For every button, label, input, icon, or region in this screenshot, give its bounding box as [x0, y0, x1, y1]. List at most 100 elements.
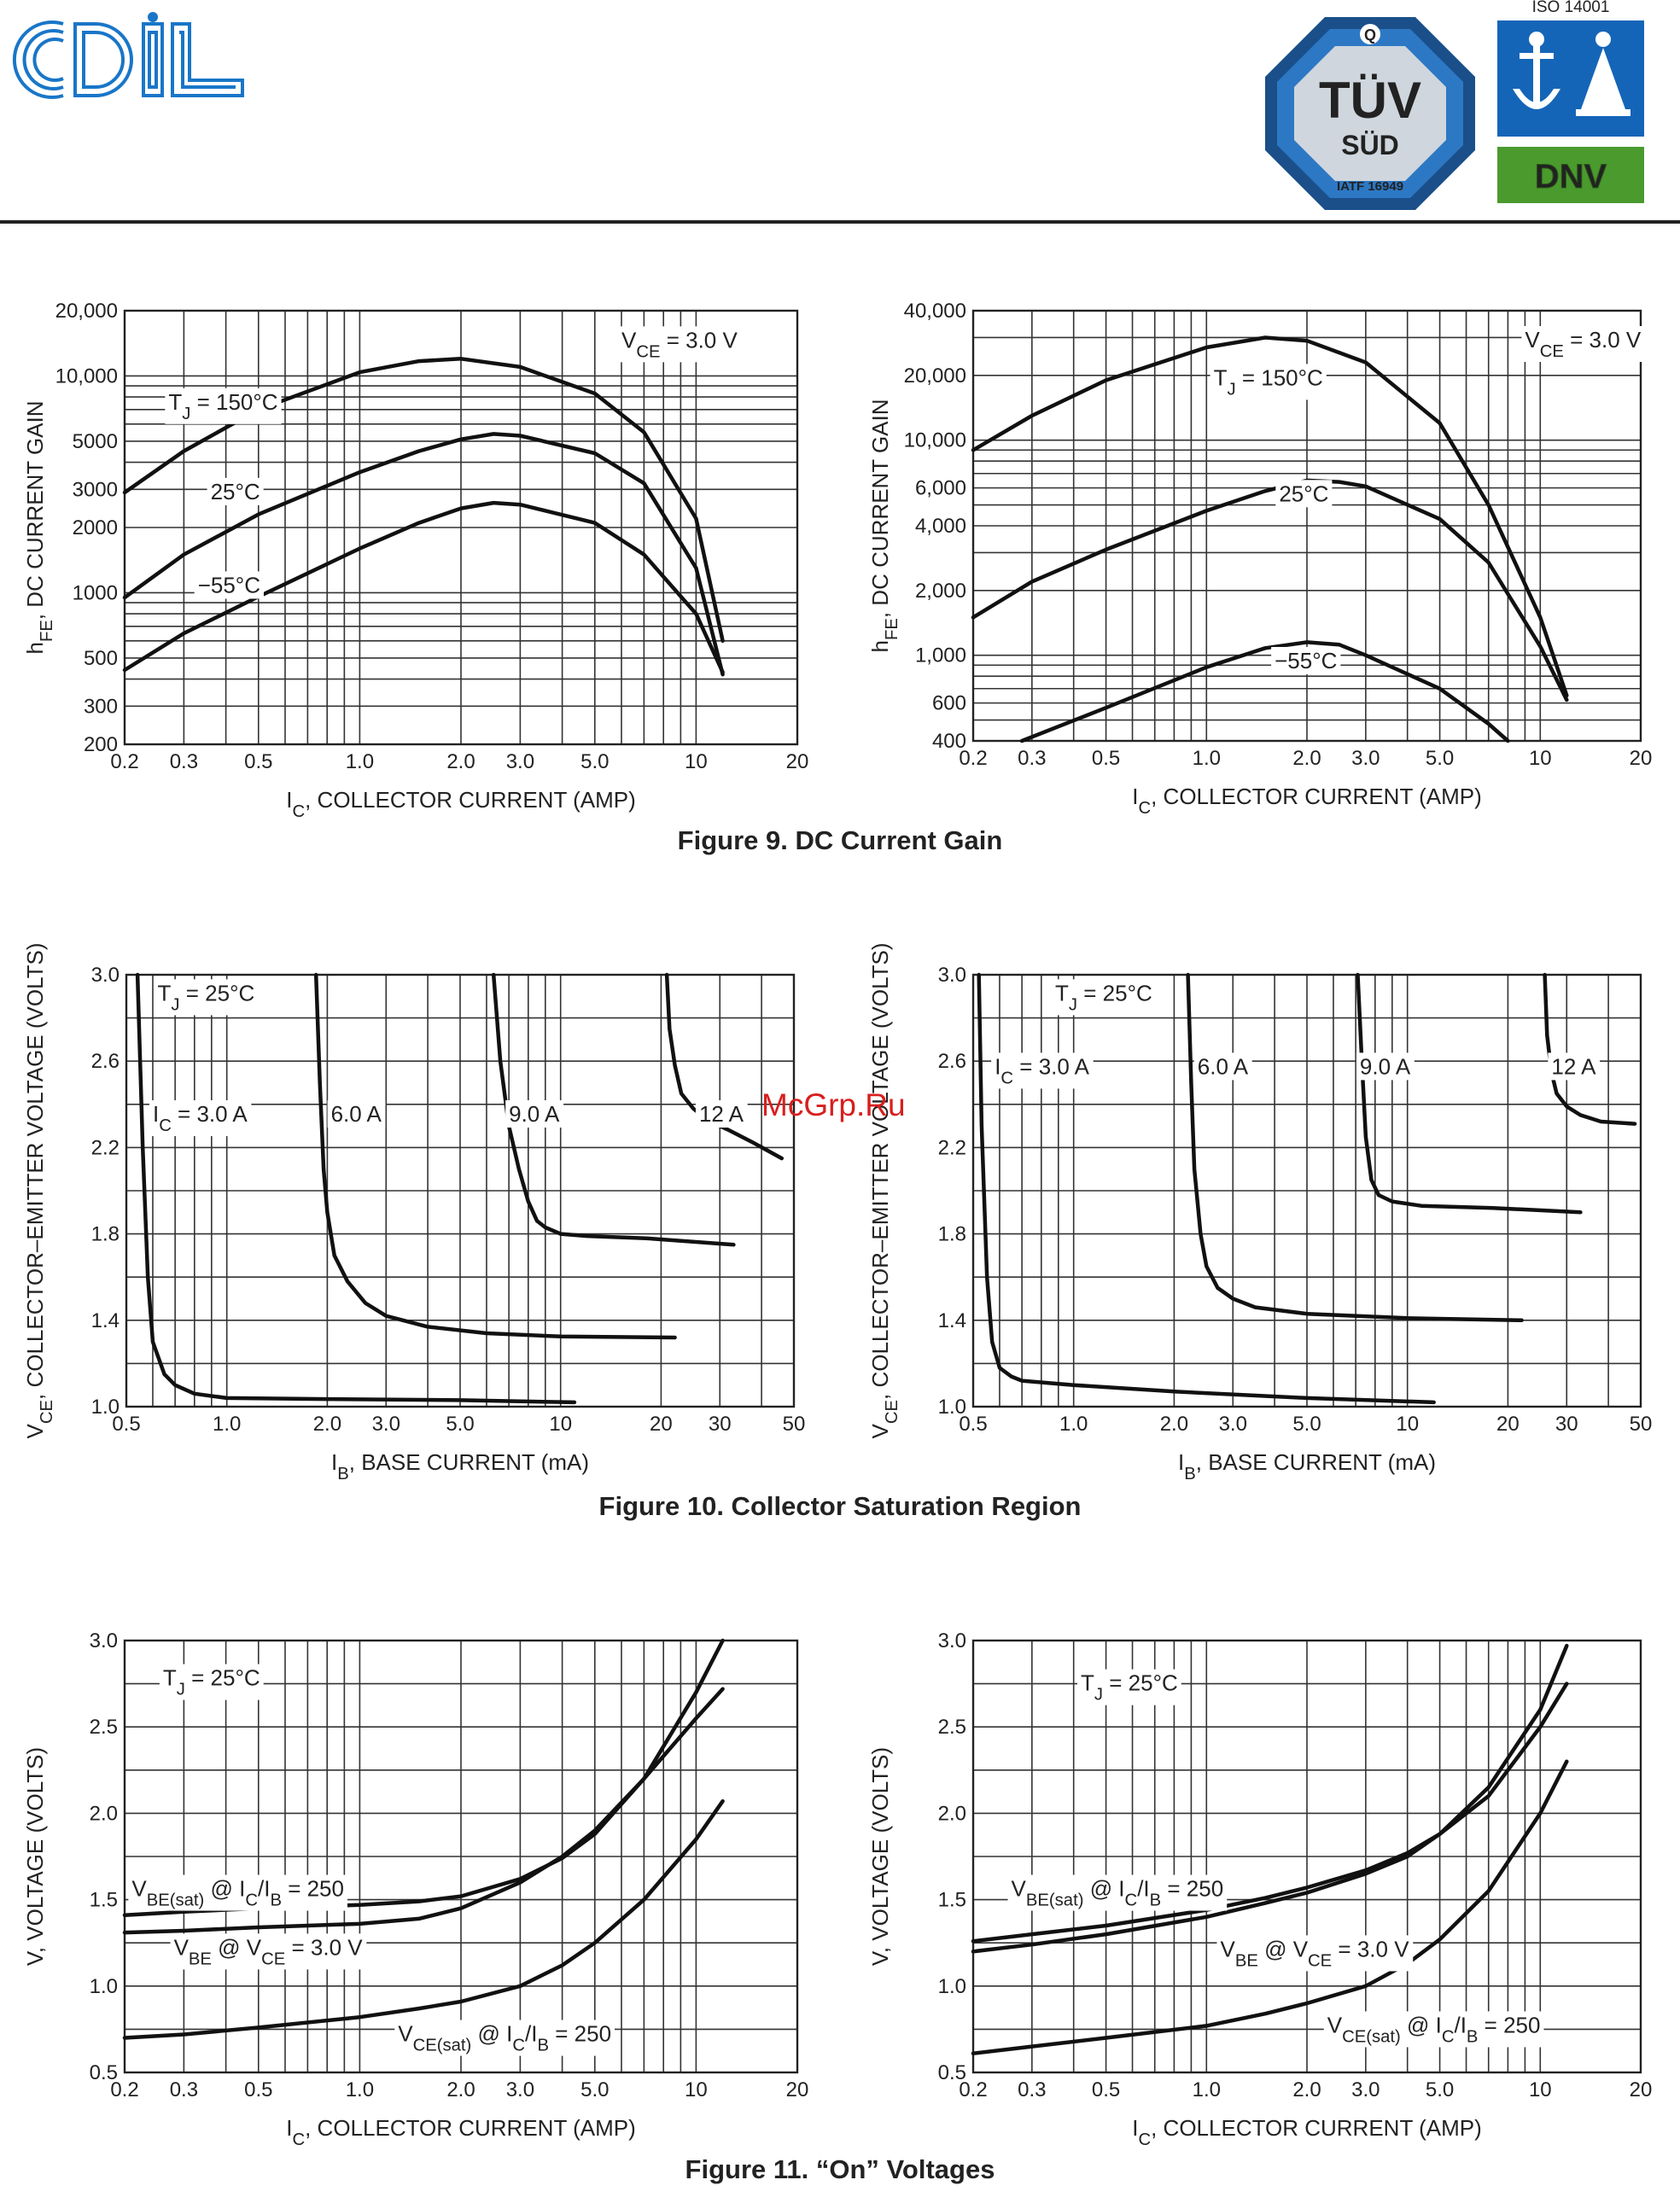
tuv-sud-badge: Q TÜV SÜD IATF 16949 [1265, 17, 1475, 210]
annotation: VCE = 3.0 V [1521, 326, 1645, 363]
plot-frame [971, 973, 1642, 1408]
x-tick-label: 3.0 [1219, 1413, 1247, 1436]
x-tick-label: 0.2 [959, 747, 987, 770]
y-tick-label: 1.0 [91, 1396, 120, 1419]
annotation: 9.0 A [505, 1100, 564, 1128]
x-tick-label: 5.0 [1426, 2078, 1454, 2101]
x-tick-label: 0.5 [1092, 2078, 1120, 2101]
y-tick-label: 1000 [73, 581, 118, 604]
grid [125, 974, 795, 1408]
x-tick-label: 20 [650, 1413, 673, 1436]
grid [124, 1640, 798, 2073]
y-tick-label: 1.5 [90, 1889, 118, 1912]
x-tick-label: 2.0 [446, 2078, 475, 2101]
annotation-text: IC = 3.0 A [153, 1101, 248, 1135]
y-tick-label: 3.0 [938, 964, 966, 987]
x-tick-label: 1.0 [346, 750, 374, 773]
y-tick-label: 2,000 [915, 580, 966, 603]
y-tick-label: 2.2 [91, 1136, 120, 1159]
y-tick-label: 400 [932, 730, 966, 753]
x-tick-label: 0.5 [244, 750, 272, 773]
annotation-text: TJ = 25°C [1055, 980, 1152, 1014]
plot-frame [123, 309, 799, 746]
y-tick-label: 2.0 [938, 1802, 966, 1825]
annotation-text: 12 A [1551, 1053, 1596, 1079]
y-tick-label: 40,000 [904, 300, 966, 323]
x-tick-label: 1.0 [1193, 747, 1221, 770]
x-tick-label: 0.5 [244, 2078, 272, 2101]
y-tick-label: 1.0 [90, 1975, 118, 1998]
series-curve [122, 1798, 725, 2040]
y-tick-label: 20,000 [904, 364, 966, 388]
x-tick-label: 2.0 [446, 750, 475, 773]
annotation-text: VCE(sat) @ IC/IB = 250 [1327, 2012, 1541, 2046]
x-tick-label: 0.5 [1092, 747, 1120, 770]
x-tick-label: 5.0 [1426, 747, 1454, 770]
y-axis-label: hFE, DC CURRENT GAIN [867, 399, 901, 652]
chart-saturation-right: 0.5 1.0 2.0 3.0 5.0 10 20 30 501.01.41.82.22.63.… [867, 942, 1652, 1483]
annotation-text: 6.0 A [331, 1101, 382, 1127]
x-tick-label: 0.3 [170, 2078, 198, 2101]
x-tick-label: 2.0 [1292, 2078, 1321, 2101]
annotation: 6.0 A [1193, 1052, 1252, 1081]
x-tick-label: 2.0 [313, 1413, 341, 1436]
x-tick-label: 1.0 [346, 2078, 374, 2101]
header-rule [0, 220, 1680, 224]
dnv-iso: ISO 14001 [1532, 0, 1610, 16]
x-tick-label: 5.0 [580, 2078, 609, 2101]
x-tick-label: 3.0 [1351, 2078, 1380, 2101]
annotation-text: VBE @ VCE = 3.0 V [174, 1934, 364, 1968]
annotation-text: −55°C [1275, 648, 1337, 673]
series-curve [664, 972, 785, 1161]
x-tick-label: 0.5 [959, 1413, 987, 1436]
figure-9-caption: Figure 9. DC Current Gain [677, 825, 1003, 855]
plot-frame [123, 1639, 799, 2074]
annotation: TJ = 150°C [1210, 364, 1327, 400]
annotation: VBE @ VCE = 3.0 V [170, 1933, 367, 1970]
annotation-text: VBE(sat) @ IC/IB = 250 [131, 1876, 344, 1910]
x-tick-label: 10 [1396, 1413, 1419, 1436]
y-tick-label: 1.8 [938, 1223, 966, 1246]
annotation: TJ = 25°C [1076, 1669, 1181, 1705]
y-tick-label: 20,000 [55, 300, 118, 323]
y-tick-label: 600 [932, 692, 966, 715]
x-tick-label: 1.0 [1059, 1413, 1088, 1436]
annotation-text: 25°C [211, 479, 260, 504]
x-tick-label: 20 [1630, 2078, 1653, 2101]
annotation: TJ = 25°C [154, 979, 259, 1016]
annotation-text: VBE @ VCE = 3.0 V [1220, 1936, 1409, 1970]
x-axis-label: IC, COLLECTOR CURRENT (AMP) [286, 2115, 636, 2149]
y-tick-label: 2000 [73, 516, 118, 539]
annotation-text: TJ = 25°C [1081, 1670, 1178, 1705]
series-curve [1186, 972, 1524, 1323]
y-axis-label: VCE, COLLECTOR–EMITTER VOLTAGE (VOLTS) [867, 942, 901, 1438]
y-axis-label: V, VOLTAGE (VOLTS) [22, 1747, 48, 1966]
y-tick-label: 500 [84, 647, 118, 670]
x-axis-label: IC, COLLECTOR CURRENT (AMP) [286, 787, 636, 821]
annotation: 12 A [695, 1100, 748, 1128]
plot-frame [125, 973, 796, 1408]
y-axis-label: hFE, DC CURRENT GAIN [22, 400, 56, 654]
y-tick-label: 1.0 [938, 1975, 966, 1998]
dnv-badge: ISO 14001 DNV [1497, 0, 1644, 203]
annotation: 9.0 A [1356, 1052, 1415, 1081]
y-tick-label: 6,000 [915, 477, 966, 500]
y-tick-label: 3.0 [938, 1629, 966, 1652]
series-curve [122, 432, 725, 677]
x-tick-label: 30 [1555, 1413, 1578, 1436]
y-tick-label: 2.5 [90, 1716, 118, 1739]
x-tick-label: 3.0 [1351, 747, 1380, 770]
annotation: TJ = 150°C [165, 388, 282, 424]
y-tick-label: 2.6 [938, 1050, 966, 1073]
annotation-text: VCE = 3.0 V [1525, 327, 1641, 361]
x-tick-label: 0.3 [1018, 747, 1046, 770]
annotation-text: 25°C [1279, 481, 1328, 506]
y-tick-label: 300 [84, 695, 118, 718]
series-curve [971, 335, 1569, 698]
y-tick-label: 1.4 [91, 1309, 120, 1332]
annotation: 25°C [1275, 480, 1333, 508]
watermark: McGrp.Ru [761, 1087, 906, 1122]
x-tick-label: 10 [1529, 2078, 1552, 2101]
x-tick-label: 50 [783, 1413, 806, 1436]
series-curve [971, 1643, 1569, 1954]
